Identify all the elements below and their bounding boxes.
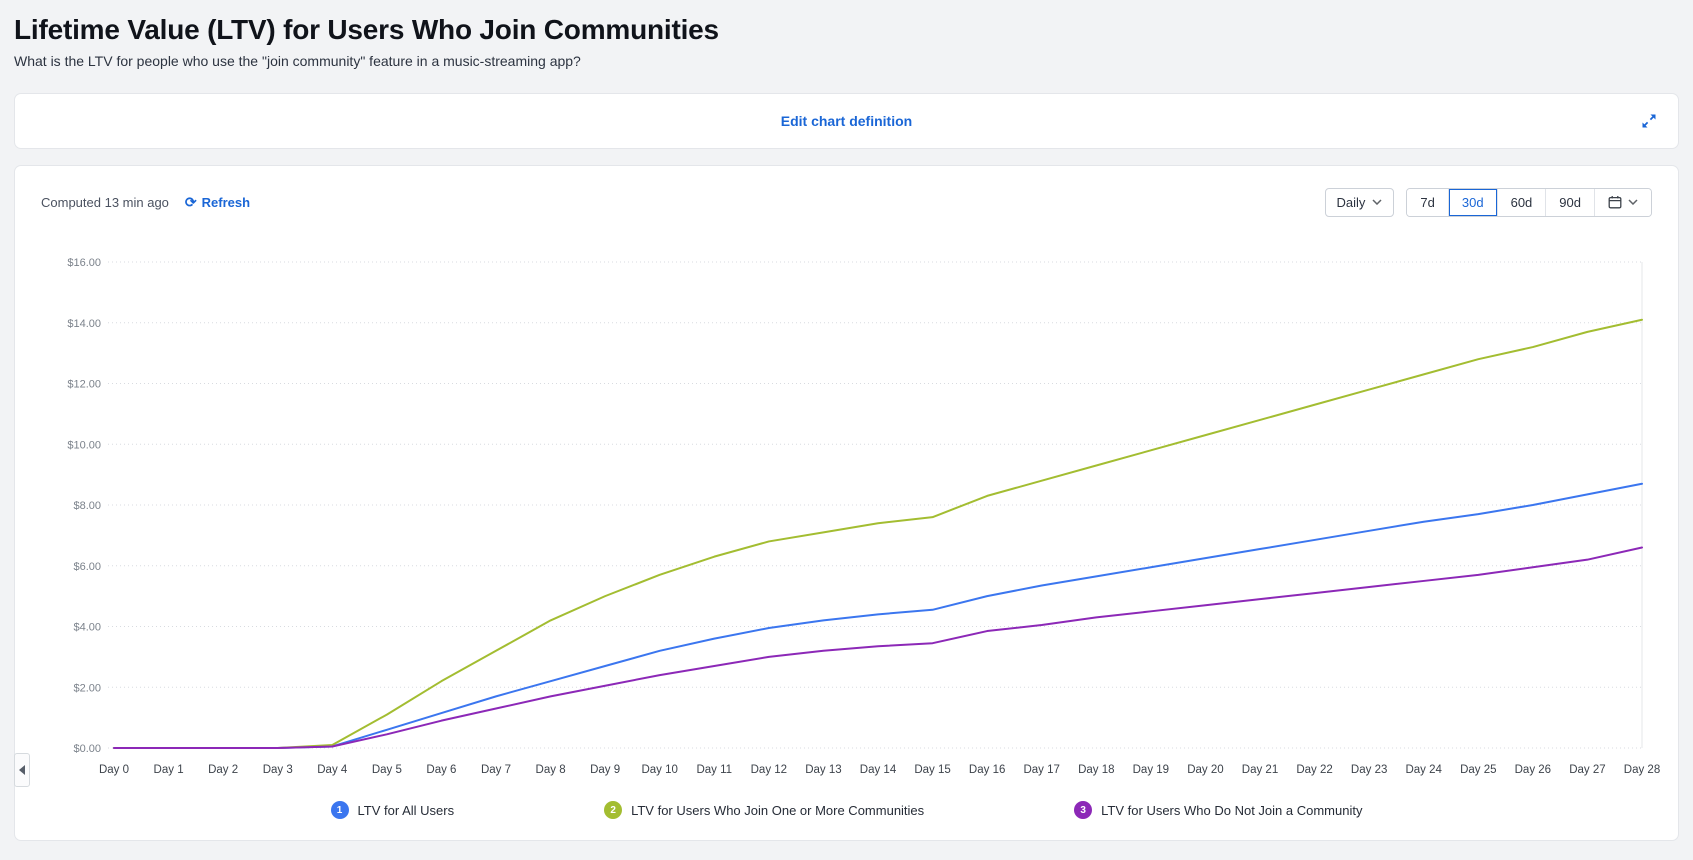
collapse-left-icon: [19, 765, 25, 775]
page-subtitle: What is the LTV for people who use the "…: [14, 53, 581, 69]
calendar-range-button[interactable]: [1594, 188, 1651, 216]
refresh-label: Refresh: [201, 194, 251, 210]
edit-chart-definition-link[interactable]: Edit chart definition: [780, 113, 913, 129]
chevron-down-icon: [1372, 199, 1382, 205]
x-tick-label: Day 15: [914, 764, 950, 776]
chart-definition-bar: Edit chart definition: [14, 93, 1679, 149]
refresh-button[interactable]: ⟳ Refresh: [185, 195, 250, 210]
y-tick-label: $2.00: [73, 682, 101, 694]
range-button-60d[interactable]: 60d: [1496, 188, 1546, 216]
x-tick-label: Day 16: [969, 764, 1005, 776]
x-tick-label: Day 4: [317, 764, 348, 776]
y-tick-label: $14.00: [67, 318, 101, 330]
granularity-dropdown[interactable]: Daily: [1324, 187, 1395, 217]
x-tick-label: Day 18: [1078, 764, 1114, 776]
range-button-30d[interactable]: 30d: [1447, 188, 1497, 216]
refresh-icon: ⟳: [184, 194, 197, 210]
legend-badge-1: 1: [330, 801, 349, 819]
ltv-chart-card: Computed 13 min ago ⟳ Refresh Daily 7d 3…: [14, 165, 1679, 841]
series-line: [113, 546, 1643, 749]
y-tick-label: $0.00: [73, 743, 101, 755]
y-tick-label: $12.00: [67, 379, 101, 391]
x-tick-label: Day 3: [263, 764, 293, 776]
x-tick-label: Day 26: [1515, 764, 1551, 776]
legend-badge-3: 3: [1074, 801, 1093, 819]
x-tick-label: Day 14: [860, 764, 897, 776]
legend-badge-2: 2: [604, 801, 623, 819]
chevron-down-icon: [1628, 199, 1638, 205]
x-tick-label: Day 22: [1296, 764, 1332, 776]
chart-area: $0.00 $2.00 $4.00 $6.00 $8.00 $10.00 $12.00 $14…: [29, 228, 1664, 788]
y-tick-label: $4.00: [73, 622, 101, 634]
legend-item-all-users[interactable]: 1 LTV for All Users: [330, 801, 455, 819]
x-tick-label: Day 24: [1405, 764, 1442, 776]
x-tick-label: Day 0: [99, 764, 129, 776]
x-tick-label: Day 21: [1242, 764, 1278, 776]
chart-legend: 1 LTV for All Users 2 LTV for Users Who …: [15, 790, 1678, 830]
computed-timestamp: Computed 13 min ago: [41, 194, 169, 210]
series-line: [113, 482, 1643, 749]
x-tick-label: Day 23: [1351, 764, 1387, 776]
x-tick-label: Day 12: [751, 764, 787, 776]
date-range-group: 7d 30d 60d 90d: [1406, 187, 1652, 217]
x-tick-label: Day 20: [1187, 764, 1223, 776]
chart-toolbar: Computed 13 min ago ⟳ Refresh Daily 7d 3…: [15, 166, 1678, 222]
x-tick-label: Day 9: [590, 764, 620, 776]
range-button-7d[interactable]: 7d: [1407, 188, 1448, 216]
x-tick-label: Day 27: [1569, 764, 1605, 776]
x-tick-label: Day 10: [641, 764, 677, 776]
x-tick-label: Day 17: [1023, 764, 1059, 776]
legend-label-1: LTV for All Users: [357, 802, 455, 818]
x-tick-label: Day 25: [1460, 764, 1496, 776]
collapse-panel-handle[interactable]: [14, 753, 30, 787]
granularity-selected-value: Daily: [1336, 194, 1366, 210]
x-tick-label: Day 8: [536, 764, 566, 776]
x-tick-label: Day 7: [481, 764, 511, 776]
range-button-90d[interactable]: 90d: [1545, 188, 1594, 216]
y-tick-label: $10.00: [67, 439, 101, 451]
ltv-line-chart: $0.00 $2.00 $4.00 $6.00 $8.00 $10.00 $12.00 $14…: [67, 257, 1660, 776]
legend-label-3: LTV for Users Who Do Not Join a Communit…: [1101, 802, 1363, 818]
x-tick-label: Day 2: [208, 764, 238, 776]
x-tick-label: Day 28: [1624, 764, 1660, 776]
y-tick-label: $8.00: [73, 500, 101, 512]
series-line: [113, 318, 1643, 749]
x-tick-label: Day 1: [154, 764, 184, 776]
x-tick-label: Day 11: [696, 764, 732, 776]
expand-icon[interactable]: [1640, 112, 1658, 130]
x-tick-label: Day 19: [1133, 764, 1169, 776]
y-tick-label: $6.00: [73, 561, 101, 573]
y-tick-label: $16.00: [67, 257, 101, 269]
legend-item-join-communities[interactable]: 2 LTV for Users Who Join One or More Com…: [604, 801, 924, 819]
legend-label-2: LTV for Users Who Join One or More Commu…: [631, 802, 925, 818]
x-tick-label: Day 13: [805, 764, 841, 776]
x-tick-label: Day 6: [426, 764, 456, 776]
calendar-icon: [1608, 196, 1622, 209]
page-title: Lifetime Value (LTV) for Users Who Join …: [14, 14, 719, 45]
legend-item-no-community[interactable]: 3 LTV for Users Who Do Not Join a Commun…: [1074, 801, 1362, 819]
x-tick-label: Day 5: [372, 764, 402, 776]
